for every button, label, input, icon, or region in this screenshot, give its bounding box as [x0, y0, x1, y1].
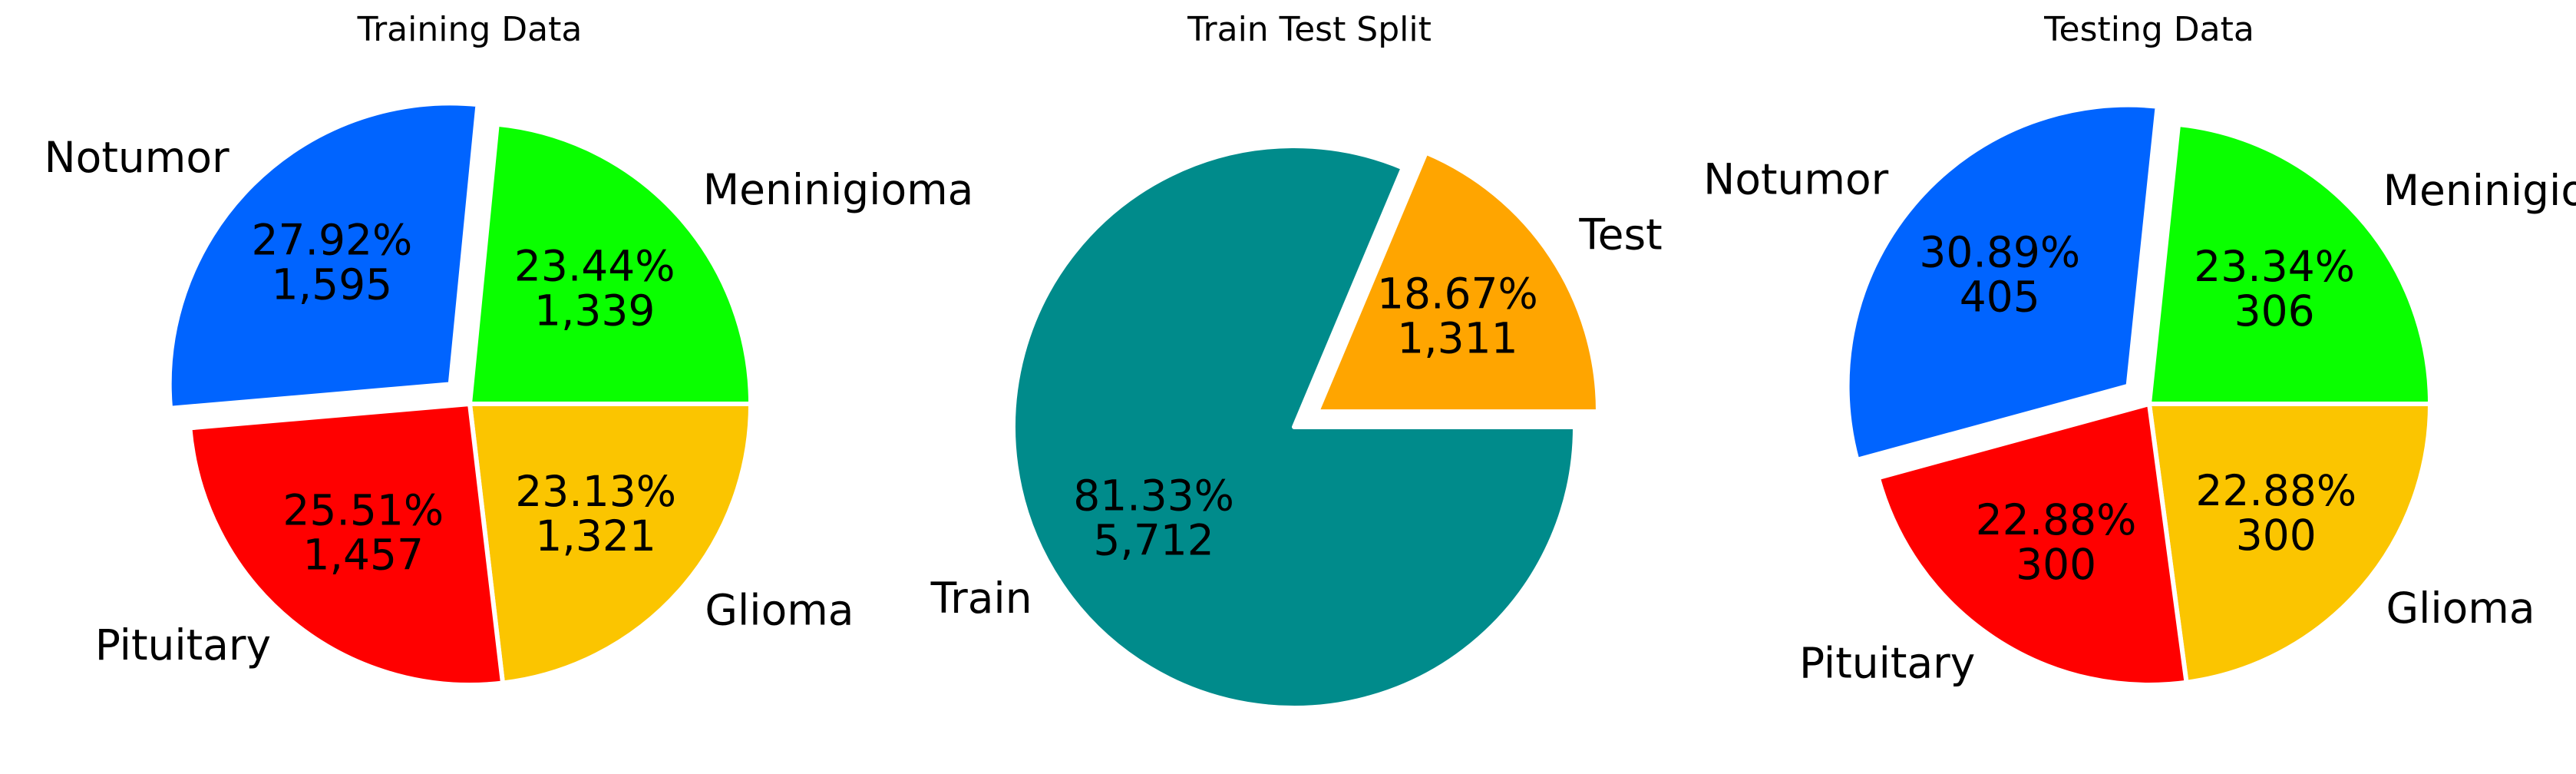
train-test-split-slice-test [1314, 150, 1600, 415]
testing-data-percent-label-notumor: 30.89% [1919, 228, 2080, 277]
training-data-slice-meninigioma [467, 121, 753, 406]
testing-data-category-label-glioma: Glioma [2386, 584, 2535, 633]
training-data-category-label-pituitary: Pituitary [95, 620, 271, 670]
training-data-labels: Glioma 23.13%1,321 Pituitary 25.51%1,457 Not… [45, 133, 974, 670]
testing-data-slices [1844, 102, 2432, 687]
train-test-split-count-label-train: 5,712 [1093, 516, 1214, 565]
testing-data-percent-label-meninigioma: 23.34% [2194, 242, 2355, 291]
testing-data-labels: Glioma22.88%300Pituitary22.88%300Notumor… [1703, 154, 2576, 687]
testing-data-count-label-glioma: 300 [2236, 511, 2317, 560]
training-data-count-label-glioma: 1,321 [535, 511, 656, 561]
testing-data-pie-chart: Testing Data Glioma22.88%300Pituitary22.… [1703, 10, 2576, 688]
testing-data-slice-pituitary [1875, 402, 2189, 687]
train-test-split-title: Train Test Split [1187, 10, 1432, 49]
training-data-percent-label-notumor: 27.92% [252, 215, 413, 264]
training-data-slice-notumor [167, 101, 481, 411]
training-data-count-label-meninigioma: 1,339 [534, 286, 655, 336]
training-data-percent-label-pituitary: 25.51% [282, 485, 444, 534]
testing-data-category-label-meninigioma: Meninigioma [2383, 166, 2576, 215]
training-data-percent-label-glioma: 23.13% [515, 467, 676, 516]
training-data-count-label-pituitary: 1,457 [303, 530, 424, 579]
testing-data-slice-glioma [2147, 402, 2432, 685]
train-test-split-slices [1011, 144, 1600, 710]
training-data-pie-chart: Training Data Glioma 23.13%1,321 Pituitary… [45, 10, 974, 687]
training-data-count-label-notumor: 1,595 [272, 260, 392, 309]
train-test-split-pie-chart: Train Test Split Train 81.33%5,712 Test 18.… [930, 10, 1663, 710]
testing-data-percent-label-glioma: 22.88% [2195, 466, 2356, 515]
testing-data-count-label-meninigioma: 306 [2234, 286, 2315, 336]
training-data-category-label-glioma: Glioma [705, 585, 854, 634]
testing-data-slice-meninigioma [2147, 121, 2432, 406]
testing-data-count-label-pituitary: 300 [2016, 540, 2096, 589]
training-data-slice-pituitary [187, 402, 505, 687]
train-test-split-percent-label-train: 81.33% [1073, 471, 1234, 521]
training-data-slices [167, 101, 753, 687]
train-test-split-count-label-test: 1,311 [1397, 314, 1518, 363]
testing-data-percent-label-pituitary: 22.88% [1976, 495, 2137, 544]
train-test-split-percent-label-test: 18.67% [1377, 270, 1538, 319]
train-test-split-category-label-train: Train [930, 574, 1032, 623]
testing-data-count-label-notumor: 405 [1960, 273, 2040, 322]
train-test-split-slice-train [1011, 144, 1577, 710]
training-data-percent-label-meninigioma: 23.44% [514, 242, 675, 291]
testing-data-title: Testing Data [2043, 10, 2254, 49]
training-data-category-label-meninigioma: Meninigioma [703, 165, 974, 214]
training-data-title: Training Data [357, 10, 583, 49]
testing-data-category-label-pituitary: Pituitary [1799, 639, 1975, 688]
train-test-split-category-label-test: Test [1578, 210, 1662, 259]
training-data-category-label-notumor: Notumor [45, 133, 230, 182]
testing-data-slice-notumor [1844, 102, 2160, 462]
train-test-split-labels: Train 81.33%5,712 Test 18.67%1,311 [930, 210, 1663, 623]
testing-data-category-label-notumor: Notumor [1703, 154, 1888, 203]
training-data-slice-glioma [467, 402, 753, 686]
